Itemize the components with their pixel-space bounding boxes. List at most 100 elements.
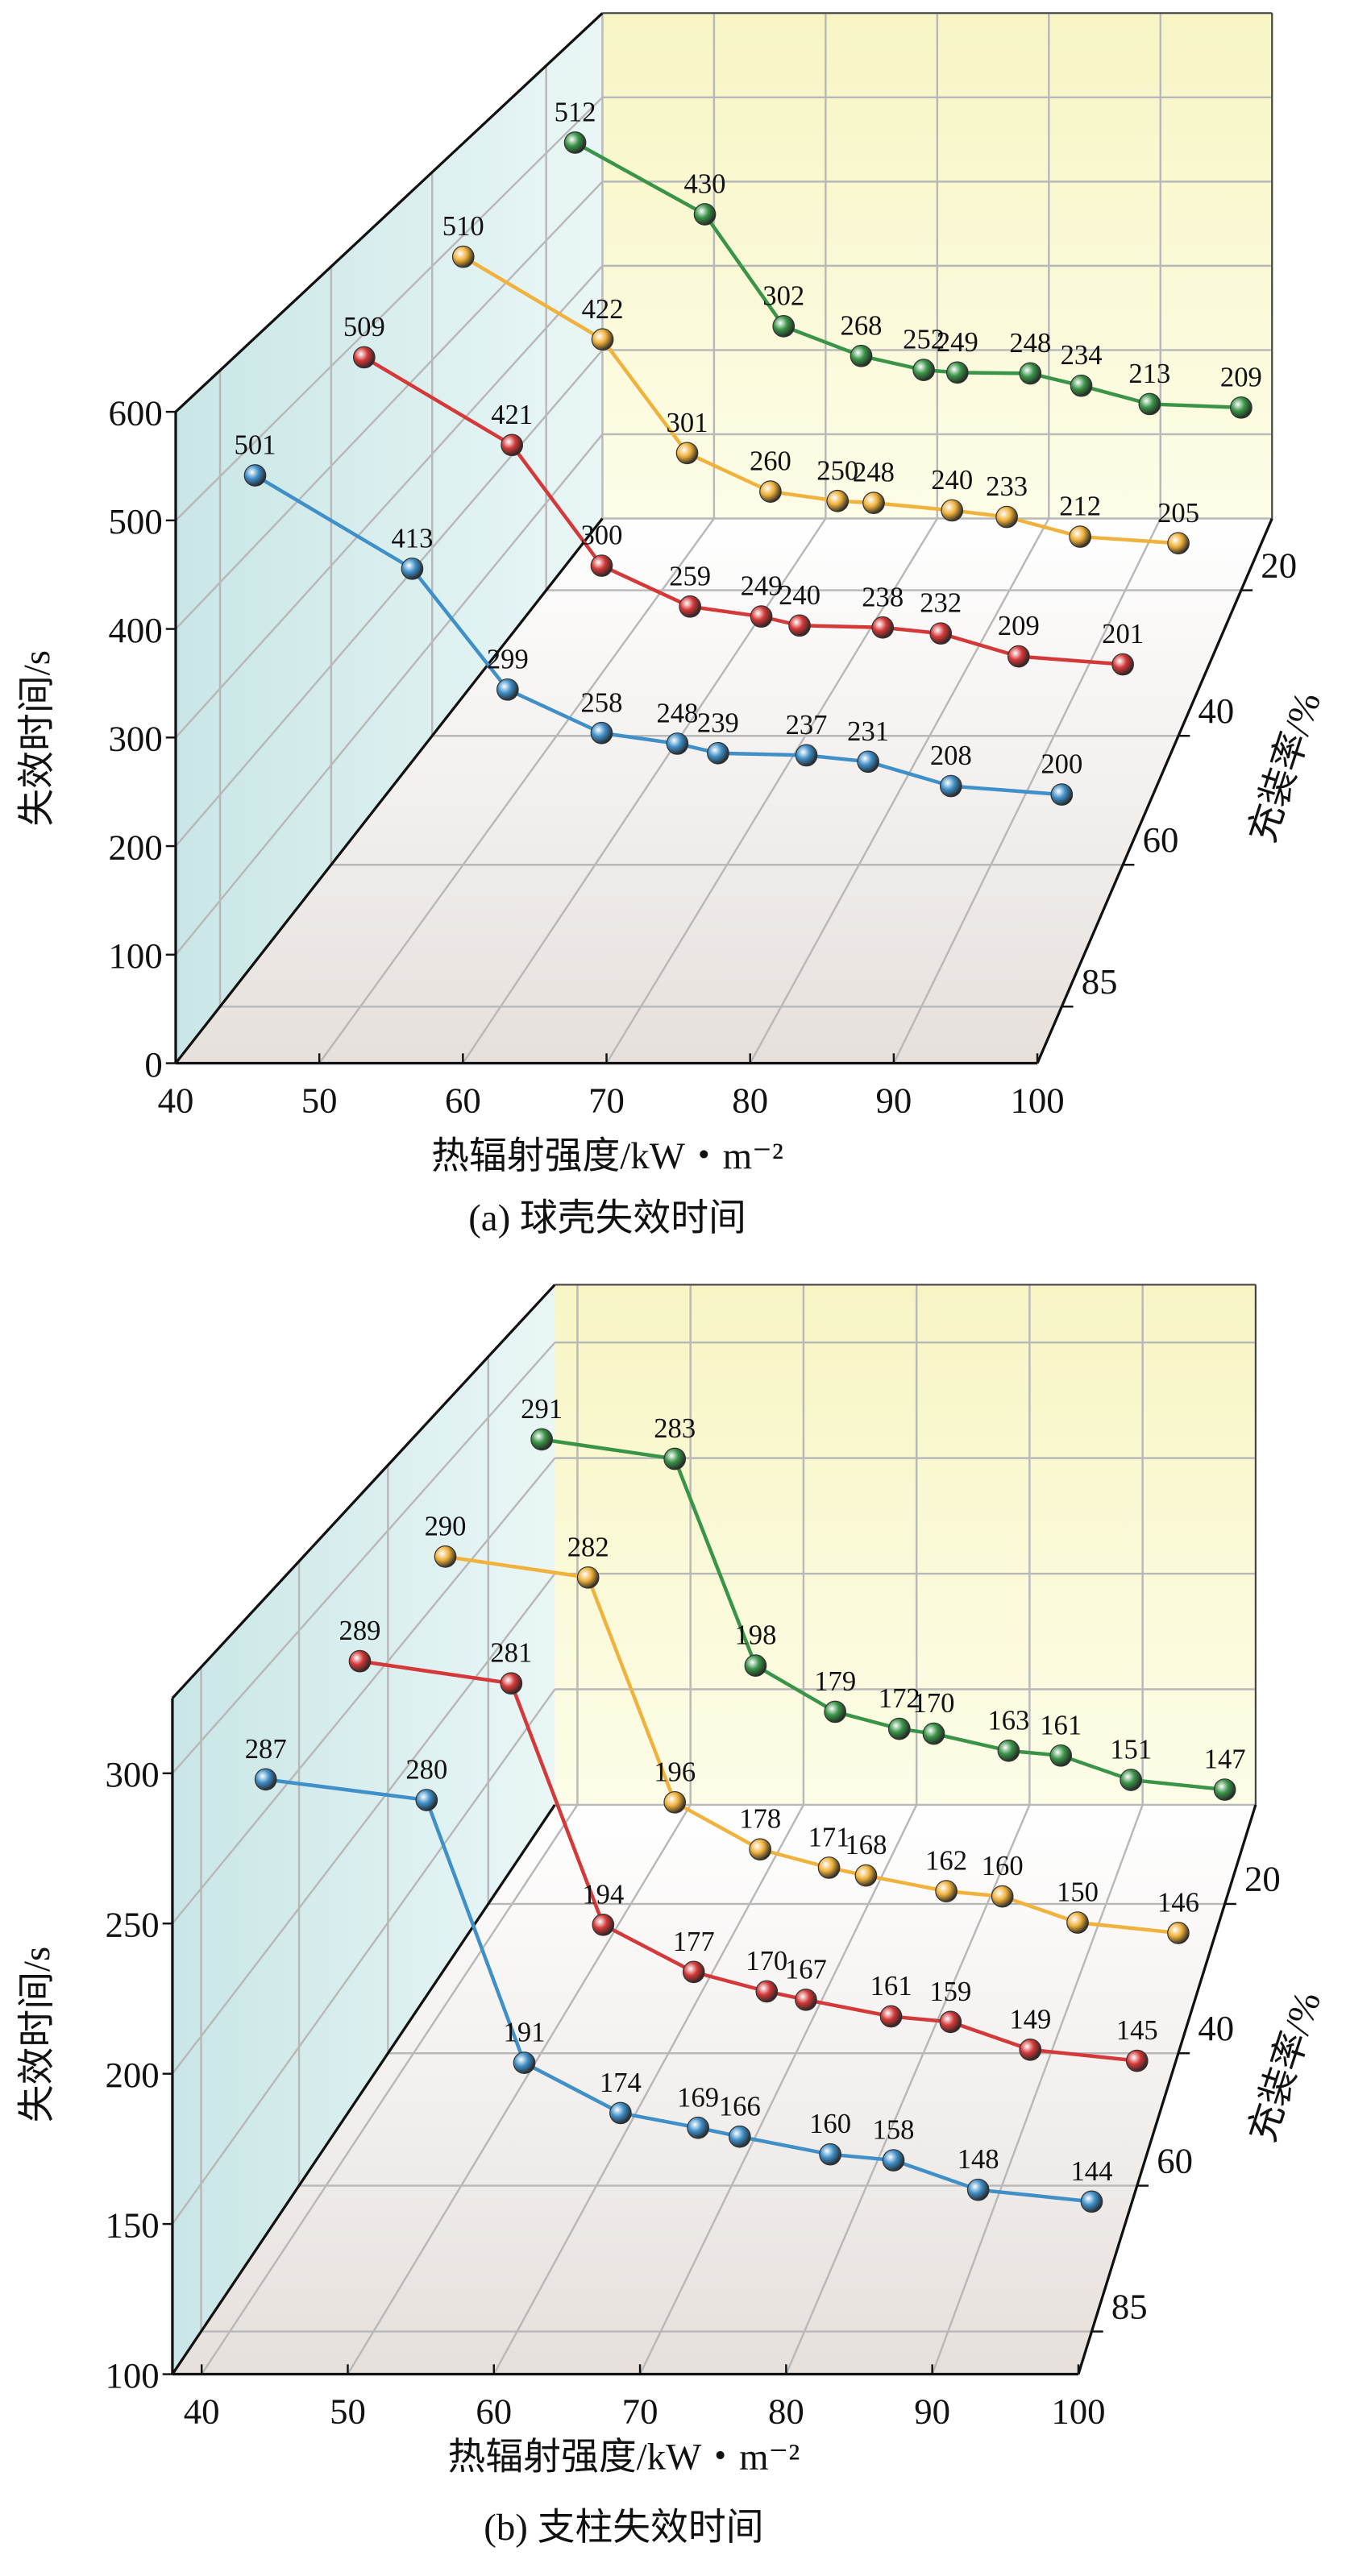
data-label: 161 — [870, 1971, 912, 2001]
data-point — [663, 1447, 687, 1471]
data-label: 144 — [1070, 2156, 1112, 2187]
data-label: 282 — [567, 1532, 609, 1562]
data-label: 162 — [925, 1846, 967, 1877]
data-label: 160 — [982, 1851, 1024, 1881]
data-label: 290 — [425, 1511, 467, 1541]
data-label: 168 — [845, 1830, 887, 1860]
data-point — [1066, 1911, 1089, 1934]
caption: (a) 球壳失效时间 — [468, 1197, 746, 1239]
data-label: 232 — [920, 588, 962, 619]
data-label: 422 — [582, 294, 624, 325]
left-grid-line — [175, 349, 604, 847]
data-point — [817, 1856, 841, 1879]
data-point — [666, 732, 689, 755]
data-point — [513, 2051, 536, 2074]
data-point — [966, 2178, 990, 2201]
data-point — [850, 344, 873, 367]
left-grid-line — [175, 180, 604, 630]
depth-axis-label: 充装率/% — [1241, 687, 1329, 848]
data-point — [451, 245, 475, 268]
data-label: 166 — [719, 2091, 761, 2122]
data-point — [687, 2116, 709, 2139]
data-point — [682, 1960, 705, 1984]
data-point — [929, 622, 953, 645]
data-point — [496, 678, 519, 701]
series-line — [363, 355, 1124, 666]
left-grid-line — [171, 1457, 556, 1925]
y-tick-label: 500 — [109, 501, 163, 541]
data-point — [922, 1722, 945, 1745]
floor-grid-line — [201, 1804, 579, 2375]
depth-tick-label: 85 — [1111, 2286, 1148, 2326]
data-point — [824, 1700, 847, 1724]
x-tick-label: 100 — [1010, 1081, 1064, 1121]
data-point — [1070, 374, 1093, 397]
x-tick-label: 40 — [158, 1081, 194, 1121]
data-label: 201 — [1102, 619, 1144, 649]
data-point — [415, 1789, 438, 1811]
data-label: 240 — [931, 465, 973, 496]
data-label: 159 — [929, 1977, 971, 2007]
y-tick-label: 300 — [105, 1754, 159, 1794]
x-tick-label: 70 — [622, 2391, 658, 2432]
data-point — [663, 1790, 687, 1814]
data-label: 283 — [654, 1413, 696, 1444]
data-point — [1049, 1744, 1073, 1767]
data-point — [997, 1739, 1020, 1762]
x-tick-label: 100 — [1051, 2391, 1105, 2432]
data-point — [1069, 525, 1092, 548]
data-point — [1111, 653, 1134, 676]
x-tick-label: 90 — [914, 2391, 950, 2432]
y-tick-label: 300 — [109, 719, 163, 759]
axis-line — [1036, 517, 1273, 1064]
depth-tick-label: 20 — [1261, 545, 1297, 585]
data-label: 301 — [667, 408, 708, 438]
data-point — [1019, 362, 1042, 385]
y-tick-label: 250 — [105, 1905, 159, 1945]
data-label: 430 — [684, 169, 726, 200]
data-point — [1050, 783, 1074, 806]
floor-grid-line — [638, 1804, 918, 2375]
axis-line — [174, 517, 604, 1064]
data-point — [500, 1672, 523, 1695]
series-line — [359, 1659, 1138, 2063]
data-point — [744, 1654, 767, 1677]
left-grid-line — [175, 433, 604, 956]
data-point — [1230, 396, 1253, 419]
data-label: 146 — [1157, 1888, 1199, 1919]
data-point — [1138, 392, 1161, 416]
data-label: 169 — [677, 2082, 719, 2113]
data-label: 240 — [779, 580, 820, 611]
data-label: 291 — [521, 1394, 563, 1425]
left-grid-line — [171, 1688, 556, 2225]
series-line — [265, 1777, 1092, 2204]
data-label: 268 — [841, 310, 883, 341]
data-label: 172 — [879, 1683, 920, 1714]
y-axis-label: 失效时间/s — [16, 650, 58, 827]
data-point — [1167, 532, 1190, 555]
floor — [175, 518, 1273, 1064]
data-point — [854, 1864, 878, 1887]
data-label: 260 — [750, 446, 791, 477]
left-grid-line — [175, 96, 604, 521]
back-wall — [555, 1284, 1256, 1805]
y-tick-label: 0 — [144, 1044, 162, 1085]
data-point — [749, 1838, 772, 1861]
data-point — [728, 2125, 751, 2148]
data-point — [935, 1880, 958, 1902]
data-label: 209 — [1220, 362, 1262, 392]
y-tick-label: 100 — [109, 935, 163, 976]
data-label: 512 — [555, 97, 596, 128]
data-label: 148 — [958, 2144, 999, 2175]
data-label: 289 — [339, 1616, 381, 1646]
axis-line — [171, 1804, 556, 2375]
data-label: 249 — [937, 327, 978, 358]
data-point — [1080, 2190, 1103, 2213]
data-point — [501, 433, 524, 457]
series-line — [462, 255, 1179, 545]
data-label: 196 — [654, 1757, 696, 1787]
data-point — [755, 1980, 779, 2003]
data-point — [707, 741, 729, 765]
data-point — [576, 1566, 600, 1589]
